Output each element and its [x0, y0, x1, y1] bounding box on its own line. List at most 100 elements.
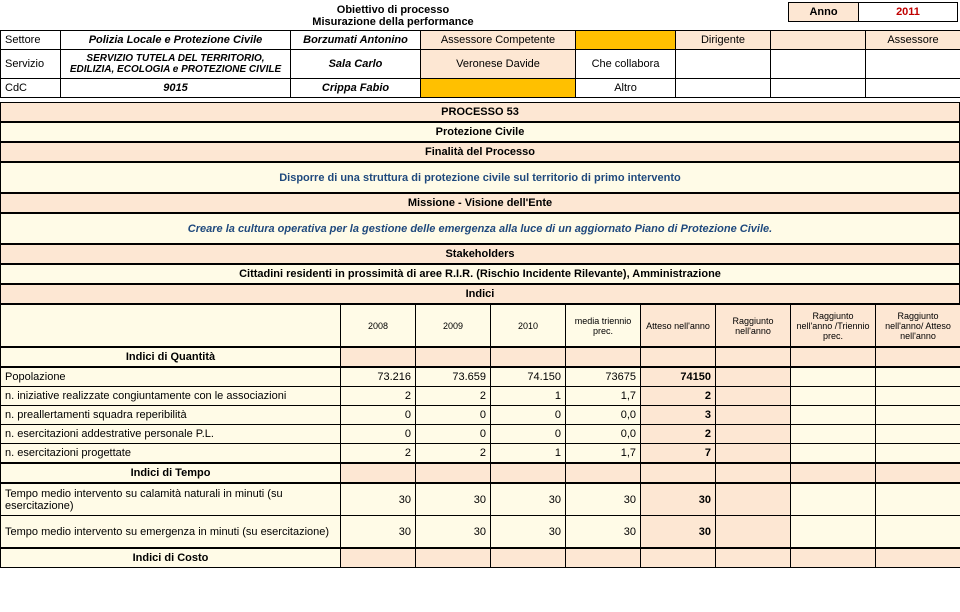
cell-2010: 0: [491, 406, 566, 425]
table-row: Tempo medio intervento su calamità natur…: [1, 484, 960, 516]
indic-head-blank: [1, 305, 341, 347]
cell-2009: 0: [416, 425, 491, 444]
cell-atteso: 30: [641, 516, 716, 548]
crippa: Crippa Fabio: [291, 79, 421, 98]
cell-blank3: [876, 516, 960, 548]
table-row: Popolazione73.21673.65974.1507367574150: [1, 368, 960, 387]
veronese: Veronese Davide: [421, 50, 576, 79]
cell-2009: 73.659: [416, 368, 491, 387]
indici-tempo-label: Indici di Tempo: [1, 464, 341, 483]
finalita-label: Finalità del Processo: [1, 143, 960, 162]
row-label: n. iniziative realizzate congiuntamente …: [1, 387, 341, 406]
cell-atteso: 7: [641, 444, 716, 463]
quantita-rows: Popolazione73.21673.65974.1507367574150n…: [0, 367, 960, 463]
cell-media: 1,7: [566, 444, 641, 463]
cell-blank1: [716, 387, 791, 406]
cell-2008: 2: [341, 387, 416, 406]
dirigente-label: Dirigente: [676, 31, 771, 50]
cell-blank2: [791, 406, 876, 425]
assessore-label: Assessore: [866, 31, 960, 50]
row-label: n. esercitazioni addestrative personale …: [1, 425, 341, 444]
dirigente-blank: [771, 31, 866, 50]
cdc-value: 9015: [61, 79, 291, 98]
cell-blank2: [791, 425, 876, 444]
assessore-comp: Assessore Competente: [421, 31, 576, 50]
cell-2009: 30: [416, 516, 491, 548]
cell-2008: 73.216: [341, 368, 416, 387]
cell-2009: 2: [416, 387, 491, 406]
cell-blank1: [716, 425, 791, 444]
cell-blank1: [716, 368, 791, 387]
cell-2010: 74.150: [491, 368, 566, 387]
cell-blank2: [791, 516, 876, 548]
table-row: n. esercitazioni progettate2211,77: [1, 444, 960, 463]
collab-blank1: [676, 50, 771, 79]
table-row: n. iniziative realizzate congiuntamente …: [1, 387, 960, 406]
cell-media: 30: [566, 484, 641, 516]
cell-media: 30: [566, 516, 641, 548]
cell-2009: 30: [416, 484, 491, 516]
h-ragg-anno: Raggiunto nell'anno: [716, 305, 791, 347]
table-row: n. preallertamenti squadra reperibilità0…: [1, 406, 960, 425]
cell-atteso: 2: [641, 425, 716, 444]
h-atteso: Atteso nell'anno: [641, 305, 716, 347]
cell-blank3: [876, 406, 960, 425]
cell-blank1: [716, 444, 791, 463]
cell-2010: 1: [491, 387, 566, 406]
stakeholders-label: Stakeholders: [1, 245, 960, 264]
servizio-value: SERVIZIO TUTELA DEL TERRITORIO, EDILIZIA…: [61, 50, 291, 79]
altro-blank2: [771, 79, 866, 98]
cell-2008: 30: [341, 516, 416, 548]
missione-text: Creare la cultura operativa per la gesti…: [1, 214, 960, 244]
indici-costo-label: Indici di Costo: [1, 549, 341, 568]
cell-blank2: [791, 387, 876, 406]
sala: Sala Carlo: [291, 50, 421, 79]
cell-2008: 30: [341, 484, 416, 516]
cell-blank3: [876, 387, 960, 406]
cell-atteso: 3: [641, 406, 716, 425]
tempo-rows: Tempo medio intervento su calamità natur…: [0, 483, 960, 548]
cell-2010: 30: [491, 516, 566, 548]
anno-box: Anno 2011: [788, 2, 958, 22]
cell-media: 73675: [566, 368, 641, 387]
cell-blank2: [791, 368, 876, 387]
settore-value: Polizia Locale e Protezione Civile: [61, 31, 291, 50]
finalita-text: Disporre di una struttura di protezione …: [1, 163, 960, 193]
processo-num: PROCESSO 53: [1, 103, 960, 122]
row-label: Popolazione: [1, 368, 341, 387]
blank1: [576, 31, 676, 50]
cell-blank3: [876, 368, 960, 387]
cell-media: 0,0: [566, 425, 641, 444]
indici-quantita-label: Indici di Quantità: [1, 348, 341, 367]
missione-label: Missione - Visione dell'Ente: [1, 194, 960, 213]
cdc-label: CdC: [1, 79, 61, 98]
table-row: n. esercitazioni addestrative personale …: [1, 425, 960, 444]
cell-2010: 1: [491, 444, 566, 463]
cell-media: 1,7: [566, 387, 641, 406]
settore-label: Settore: [1, 31, 61, 50]
meta-table: Settore Polizia Locale e Protezione Civi…: [0, 30, 960, 98]
borzumati: Borzumati Antonino: [291, 31, 421, 50]
anno-value: 2011: [859, 3, 958, 22]
altro-blank3: [866, 79, 960, 98]
stakeholders-text: Cittadini residenti in prossimità di are…: [1, 265, 960, 284]
cell-2008: 0: [341, 406, 416, 425]
cell-atteso: 74150: [641, 368, 716, 387]
cell-2008: 0: [341, 425, 416, 444]
h-media: media triennio prec.: [566, 305, 641, 347]
cell-blank3: [876, 425, 960, 444]
row-label: n. esercitazioni progettate: [1, 444, 341, 463]
indici-header: 2008 2009 2010 media triennio prec. Atte…: [0, 304, 960, 347]
servizio-label: Servizio: [1, 50, 61, 79]
table-row: Tempo medio intervento su emergenza in m…: [1, 516, 960, 548]
cell-2010: 30: [491, 484, 566, 516]
row-label: Tempo medio intervento su emergenza in m…: [1, 516, 341, 548]
processo-name: Protezione Civile: [1, 123, 960, 142]
collab-blank2: [771, 50, 866, 79]
cell-blank1: [716, 406, 791, 425]
h-2009: 2009: [416, 305, 491, 347]
h-ragg-tri: Raggiunto nell'anno /Triennio prec.: [791, 305, 876, 347]
h-2010: 2010: [491, 305, 566, 347]
cell-blank1: [716, 484, 791, 516]
cell-blank2: [791, 484, 876, 516]
